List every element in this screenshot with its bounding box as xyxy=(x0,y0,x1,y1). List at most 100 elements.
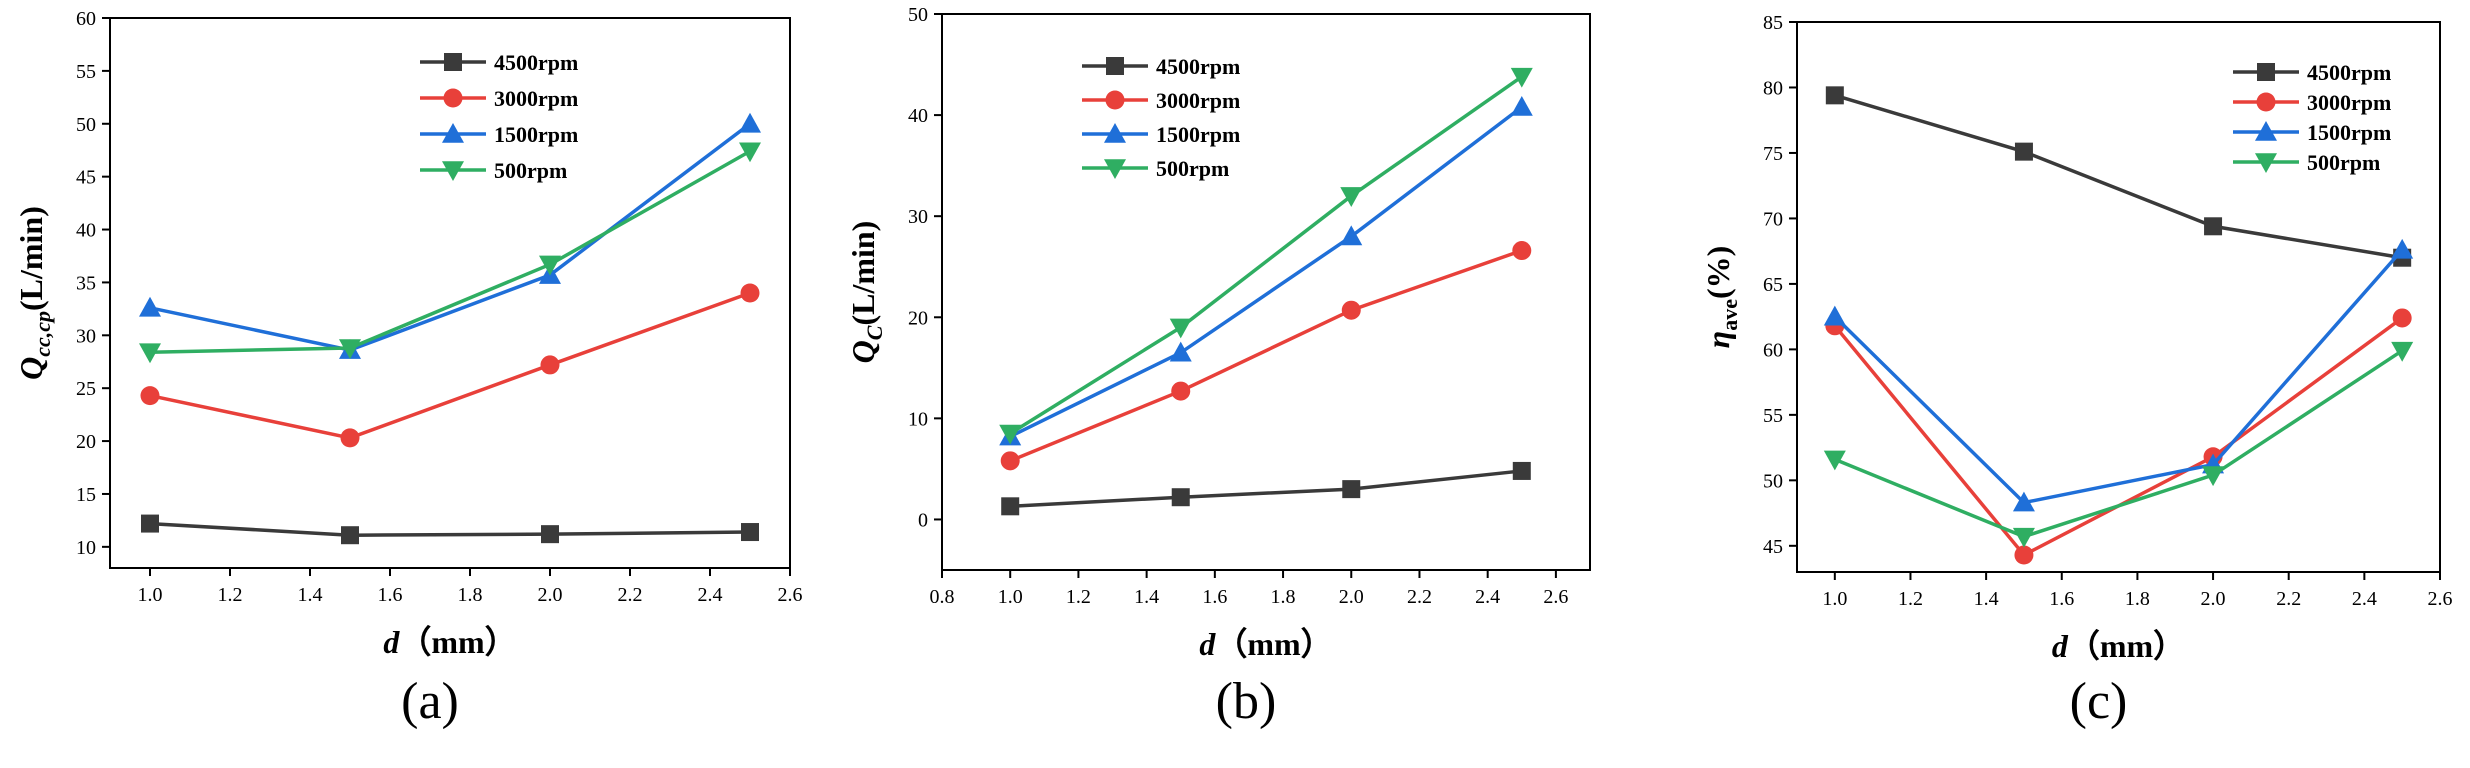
x-axis-label-unit: （mm） xyxy=(1215,626,1332,662)
x-tick-label: 1.2 xyxy=(1898,588,1923,610)
x-tick-label: 1.0 xyxy=(1822,588,1847,610)
data-point-4500rpm xyxy=(2204,217,2223,236)
x-axis-label-unit: （mm） xyxy=(399,624,516,660)
y-tick-label: 20 xyxy=(76,431,96,453)
y-axis-label-sub: C xyxy=(862,325,887,340)
series-line-500rpm xyxy=(149,149,751,354)
y-tick-label: 0 xyxy=(918,509,928,531)
data-point-1500rpm xyxy=(1340,225,1363,246)
y-tick-label: 45 xyxy=(76,167,96,189)
y-tick-label: 55 xyxy=(76,61,96,83)
x-tick-label: 1.8 xyxy=(2125,588,2150,610)
data-point-500rpm xyxy=(2391,341,2414,362)
data-point-1500rpm xyxy=(2391,238,2414,259)
y-axis-label-sub: cc,cp xyxy=(30,311,55,357)
y-tick-label: 40 xyxy=(908,105,928,127)
y-tick-label: 25 xyxy=(76,378,96,400)
y-tick-label: 55 xyxy=(1763,405,1783,427)
series-line-4500rpm xyxy=(1010,469,1522,509)
data-point-500rpm xyxy=(1823,450,1846,471)
data-point-4500rpm xyxy=(2014,142,2033,161)
x-tick-label: 1.4 xyxy=(1974,588,1999,610)
legend-label: 4500rpm xyxy=(494,50,578,75)
panel-label: (b) xyxy=(1216,673,1277,730)
legend-marker xyxy=(2255,121,2277,141)
legend-marker xyxy=(2257,63,2275,81)
x-tick-label: 2.2 xyxy=(2276,588,2301,610)
x-tick-label: 2.4 xyxy=(1475,586,1500,608)
plot-frame xyxy=(1796,21,2441,573)
y-tick-label: 30 xyxy=(908,206,928,228)
y-tick-label: 50 xyxy=(1763,470,1783,492)
legend-marker xyxy=(2255,153,2277,173)
x-tick-label: 1.6 xyxy=(1202,586,1227,608)
series-line-3000rpm xyxy=(1833,316,2404,558)
x-axis-label: d（mm） xyxy=(1199,626,1332,662)
y-tick-label: 15 xyxy=(76,484,96,506)
data-point-4500rpm xyxy=(1171,488,1190,507)
x-axis-label-unit: （mm） xyxy=(2068,628,2185,664)
y-tick-label: 70 xyxy=(1763,208,1783,230)
series-line-4500rpm xyxy=(1834,93,2403,260)
y-axis-label-var: η xyxy=(1700,331,1736,349)
data-point-3000rpm xyxy=(2014,545,2034,565)
data-point-4500rpm xyxy=(1512,461,1531,480)
x-tick-label: 1.2 xyxy=(218,584,243,606)
data-point-3000rpm xyxy=(1512,241,1532,261)
y-tick-label: 10 xyxy=(76,537,96,559)
legend-marker xyxy=(442,161,464,181)
data-point-4500rpm xyxy=(341,526,359,545)
y-axis-label: ηave(%) xyxy=(1700,246,1742,349)
panel-label: (c) xyxy=(2070,673,2128,730)
legend-label: 1500rpm xyxy=(1156,122,1240,147)
y-tick-label: 30 xyxy=(76,325,96,347)
data-point-500rpm xyxy=(739,142,761,163)
panel-1: 0.8 1.0 1.2 1.4 1.6 1.8 2.0 2.2 2.4 2.6 0 10 20 30 40 5… xyxy=(845,4,1591,730)
data-point-4500rpm xyxy=(1825,86,1844,105)
series-line-1500rpm xyxy=(1833,248,2404,505)
data-point-500rpm xyxy=(1169,318,1192,339)
plot-frame xyxy=(941,13,1591,571)
data-point-3000rpm xyxy=(740,283,760,303)
legend-label: 500rpm xyxy=(494,158,567,183)
legend-label: 1500rpm xyxy=(2307,120,2391,145)
y-tick-label: 65 xyxy=(1763,274,1783,296)
y-tick-label: 60 xyxy=(76,8,96,30)
x-axis-label-var: d xyxy=(2052,628,2069,664)
y-tick-label: 45 xyxy=(1763,536,1783,558)
panel-0: 1.0 1.2 1.4 1.6 1.8 2.0 2.2 2.4 2.6 10 15 20 25 30 35 4… xyxy=(13,8,803,730)
x-tick-label: 2.4 xyxy=(2352,588,2377,610)
data-point-3000rpm xyxy=(1341,300,1361,320)
data-point-500rpm xyxy=(539,255,561,276)
series-line-3000rpm xyxy=(149,291,751,440)
y-axis-label-unit: (%) xyxy=(1700,246,1736,299)
x-tick-label: 2.0 xyxy=(1339,586,1364,608)
x-tick-label: 2.4 xyxy=(698,584,723,606)
x-tick-label: 1.0 xyxy=(998,586,1023,608)
series-line-1500rpm xyxy=(149,122,752,352)
x-axis-label-var: d xyxy=(383,624,400,660)
plot-frame xyxy=(109,17,791,569)
y-axis-label-sub: ave xyxy=(1717,299,1742,331)
x-tick-label: 2.0 xyxy=(538,584,563,606)
legend-marker xyxy=(442,123,464,143)
x-tick-label: 2.6 xyxy=(778,584,803,606)
y-tick-label: 50 xyxy=(76,114,96,136)
series-line-1500rpm xyxy=(1009,105,1523,439)
legend-label: 3000rpm xyxy=(494,86,578,111)
data-point-3000rpm xyxy=(140,386,160,406)
x-tick-label: 1.6 xyxy=(2049,588,2074,610)
x-tick-label: 1.4 xyxy=(1134,586,1159,608)
x-tick-label: 2.2 xyxy=(1407,586,1432,608)
data-point-1500rpm xyxy=(2012,491,2035,512)
data-point-500rpm xyxy=(339,339,361,359)
legend-marker xyxy=(1104,123,1126,143)
y-tick-label: 60 xyxy=(1763,339,1783,361)
data-point-1500rpm xyxy=(139,296,161,317)
x-tick-label: 2.0 xyxy=(2201,588,2226,610)
data-point-500rpm xyxy=(2012,527,2035,548)
legend-label: 500rpm xyxy=(2307,150,2380,175)
data-point-4500rpm xyxy=(1342,480,1361,499)
y-tick-label: 10 xyxy=(908,408,928,430)
